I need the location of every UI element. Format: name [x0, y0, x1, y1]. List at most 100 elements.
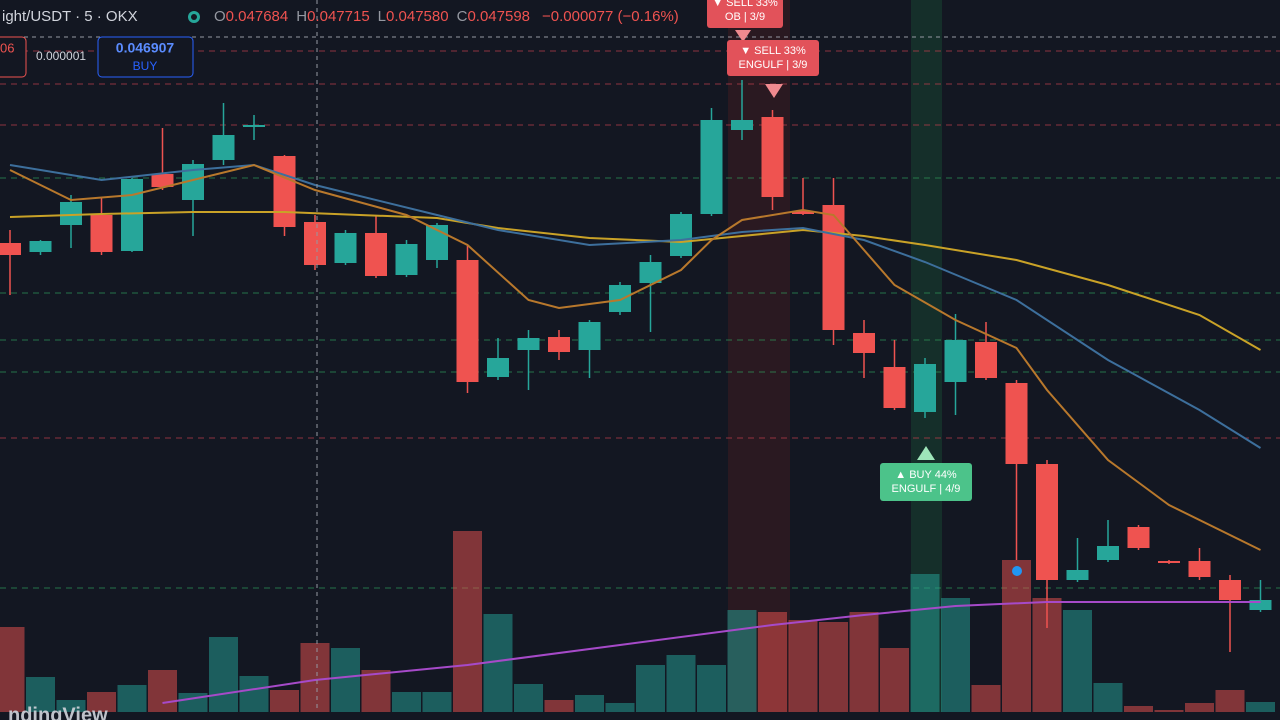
candle-body — [944, 340, 967, 382]
signal-detail: ENGULF | 4/9 — [892, 483, 961, 495]
volume-bar — [788, 620, 818, 712]
signal-title: ▼ SELL 33% — [712, 0, 778, 9]
volume-bar — [148, 670, 177, 712]
candle-body — [548, 337, 570, 352]
volume-bar — [270, 690, 299, 712]
candle-body — [670, 214, 692, 256]
volume-ma — [162, 601, 1261, 704]
candle-body — [456, 260, 479, 382]
candle-body — [1188, 561, 1211, 577]
volume-bar — [392, 692, 421, 712]
buy-price: 0.046907 — [116, 40, 175, 56]
candle-body — [334, 233, 357, 263]
symbol: ight/USDT · 5 · OKX — [2, 8, 138, 25]
volume-bar — [1063, 610, 1092, 712]
candle-body — [1005, 383, 1028, 464]
volume-bar — [26, 677, 55, 712]
candle-body — [1066, 570, 1089, 580]
candle-body — [792, 211, 814, 214]
candle-body — [883, 367, 906, 408]
volume-bar — [758, 612, 787, 712]
ohlc-value: 0.047684 — [226, 8, 289, 25]
signal-detail: ENGULF | 3/9 — [739, 59, 808, 71]
candle-body — [273, 156, 296, 227]
volume-bar — [880, 648, 909, 712]
buy-button[interactable] — [97, 36, 194, 78]
volume-bar — [453, 531, 482, 712]
sell-button[interactable] — [0, 36, 27, 78]
moving-average — [9, 163, 1261, 551]
candle-body — [761, 117, 784, 197]
sell-price: 06 — [0, 40, 14, 55]
candle-body — [1249, 600, 1272, 610]
volume-bar — [422, 692, 452, 712]
candle-body — [365, 233, 387, 276]
volume-bar — [727, 610, 757, 712]
signal: ▼ SELL 33% OB | 3/9 — [707, 0, 783, 42]
volume-bar — [1185, 703, 1214, 712]
candle-body — [395, 244, 418, 275]
volume-bar — [361, 670, 391, 712]
candle-body — [304, 222, 326, 265]
candle-body — [29, 241, 52, 252]
volume-bar — [666, 655, 696, 712]
ohlc-label: O — [214, 8, 226, 25]
volume-bar — [209, 637, 238, 712]
candle-body — [639, 262, 662, 283]
volume-bar — [636, 665, 665, 712]
volume-bar — [1246, 702, 1275, 712]
volume-bar — [605, 703, 635, 712]
volume-bar — [941, 598, 970, 712]
volume-bar — [910, 574, 940, 712]
watermark: ndingView — [8, 704, 108, 720]
candle-body — [1097, 546, 1119, 560]
candle-body — [975, 342, 997, 378]
volume-bar — [178, 693, 208, 712]
ohlc-label: C — [457, 8, 468, 25]
volume-bar — [1093, 683, 1123, 712]
signal-detail: OB | 3/9 — [725, 11, 765, 23]
ohlc-value: 0.047580 — [386, 8, 449, 25]
candle-body — [182, 164, 204, 200]
volume-bar — [544, 700, 574, 712]
candle-body — [609, 285, 631, 312]
volume-bar — [331, 648, 360, 712]
ohlc-label: L — [378, 8, 386, 25]
candle-body — [1158, 561, 1180, 563]
volume-bar — [1215, 690, 1245, 712]
buy-label: BUY — [133, 59, 158, 73]
change: −0.000077 (−0.16%) — [542, 8, 679, 25]
volume-bar — [971, 685, 1001, 712]
signal-title: ▲ BUY 44% — [895, 469, 957, 481]
candle-body — [121, 179, 143, 251]
candle-body — [90, 215, 113, 252]
candle-body — [151, 174, 174, 187]
candle-body — [731, 120, 753, 130]
spread: 0.000001 — [36, 49, 86, 63]
candle-body — [243, 125, 265, 127]
volume-bar — [697, 665, 726, 712]
candle-body — [578, 322, 601, 350]
volume-bar — [514, 684, 543, 712]
ohlc-value: 0.047715 — [307, 8, 370, 25]
volume-bar — [1154, 710, 1184, 712]
candle-body — [822, 205, 845, 330]
moving-average — [9, 163, 1262, 449]
candle-body — [1036, 464, 1058, 580]
ohlc-label: H — [296, 8, 307, 25]
volume-bar — [1002, 560, 1031, 712]
volume-bar — [1124, 706, 1153, 712]
signal: ▲ BUY 44% ENGULF | 4/9 — [880, 446, 972, 501]
candle-body — [853, 333, 875, 353]
volume-bar — [849, 612, 879, 712]
signal-title: ▼ SELL 33% — [740, 45, 806, 57]
candle-body — [487, 358, 509, 377]
candle-body — [700, 120, 723, 214]
candle-body — [914, 364, 936, 412]
volume-bar — [0, 627, 25, 712]
sell-zone — [728, 0, 790, 712]
volume-bar — [575, 695, 604, 712]
candle-body — [517, 338, 540, 350]
